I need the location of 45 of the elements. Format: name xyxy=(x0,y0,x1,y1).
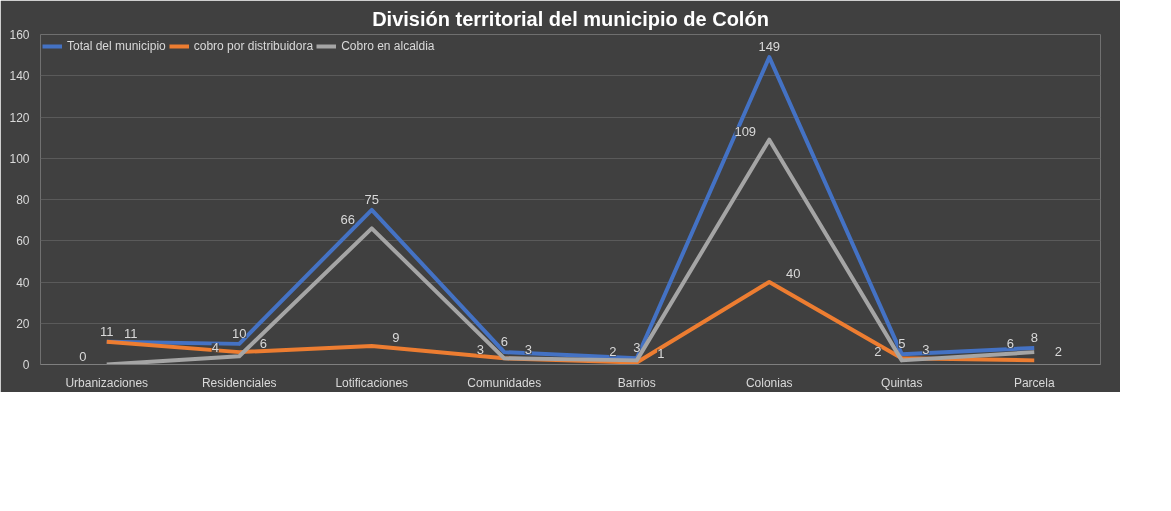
data-label: 2 xyxy=(1054,344,1062,360)
y-tick-label: 40 xyxy=(16,275,30,290)
data-label: 3 xyxy=(476,342,484,358)
data-label: 66 xyxy=(340,212,355,228)
x-tick-label: Quintas xyxy=(881,375,923,390)
data-label: 1 xyxy=(657,346,665,362)
legend-label: Cobro en alcaldia xyxy=(341,39,435,53)
data-label: 3 xyxy=(922,342,930,358)
chart-title: División territorial del municipio de Colón xyxy=(372,7,769,30)
y-tick-label: 60 xyxy=(16,234,30,249)
y-tick-label: 100 xyxy=(9,151,30,166)
data-label: 2 xyxy=(609,344,617,360)
data-label: 75 xyxy=(364,191,379,207)
y-tick-label: 80 xyxy=(16,193,30,207)
x-tick-label: Lotificaciones xyxy=(335,375,409,390)
y-tick-label: 120 xyxy=(9,110,30,125)
x-tick-label: Parcela xyxy=(1013,375,1055,390)
data-label: 9 xyxy=(392,329,400,345)
data-label: 5 xyxy=(898,336,906,352)
data-label: 11 xyxy=(100,323,114,339)
data-label: 8 xyxy=(1030,330,1038,345)
x-tick-label: Barrios xyxy=(617,375,656,390)
legend-label: Total del municipio xyxy=(67,39,166,53)
data-label: 10 xyxy=(232,325,247,341)
y-tick-label: 160 xyxy=(9,28,30,42)
x-tick-label: Comunidades xyxy=(467,375,542,390)
x-tick-label: Urbanizaciones xyxy=(65,375,149,390)
data-label: 4 xyxy=(211,340,219,356)
data-label: 6 xyxy=(1006,336,1014,352)
data-label: 6 xyxy=(259,336,267,352)
y-tick-label: 140 xyxy=(9,69,30,84)
legend-label: cobro por distribuidora xyxy=(193,39,314,53)
data-label: 3 xyxy=(633,340,641,356)
data-label: 6 xyxy=(500,334,508,350)
data-label: 11 xyxy=(124,325,138,341)
data-label: 109 xyxy=(734,123,757,139)
data-label: 0 xyxy=(79,348,87,364)
data-label: 3 xyxy=(524,342,532,358)
x-tick-label: Residenciales xyxy=(201,375,277,390)
x-tick-label: Colonias xyxy=(745,375,793,390)
data-label: 149 xyxy=(758,39,781,55)
data-label: 2 xyxy=(874,344,882,360)
y-tick-label: 0 xyxy=(22,358,30,372)
data-label: 40 xyxy=(786,266,801,281)
y-tick-label: 20 xyxy=(16,316,30,331)
